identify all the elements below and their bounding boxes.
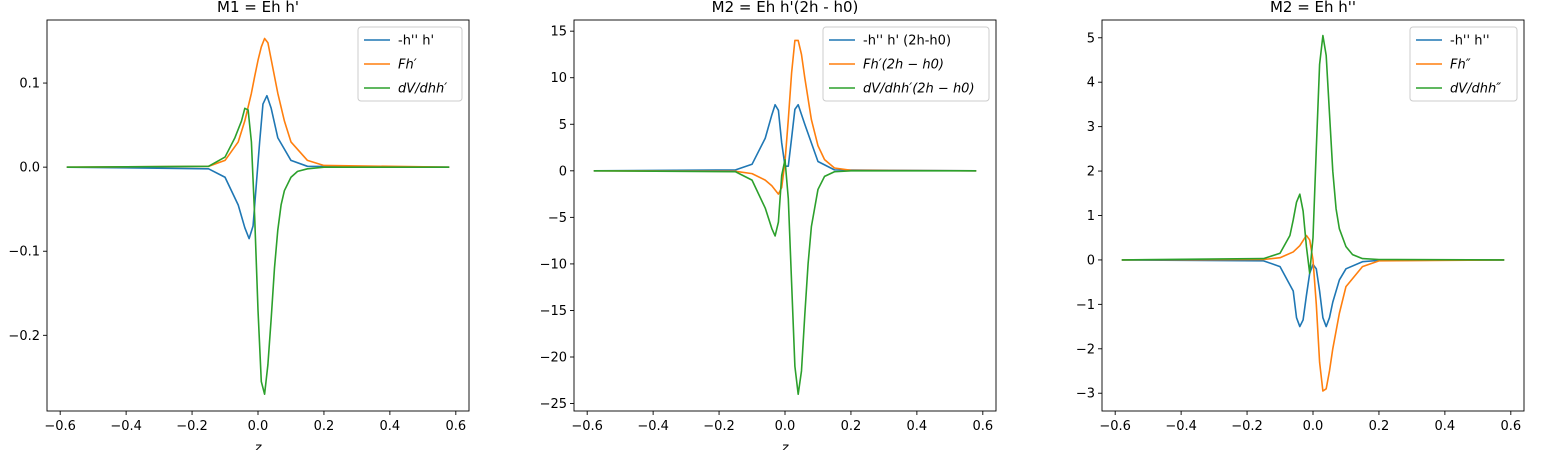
legend-label-2: Fh′ xyxy=(398,58,417,73)
legend-label-1: -h'' h' (2h-h0) xyxy=(863,34,951,49)
series-line-1 xyxy=(66,94,450,240)
x-tick-label: 0.0 xyxy=(248,419,269,434)
series-line-3 xyxy=(593,158,977,396)
legend-label-3: dV/dhh′ xyxy=(398,82,447,97)
x-tick-label: −0.4 xyxy=(1165,419,1197,434)
y-tick-label: 5 xyxy=(1087,31,1095,46)
x-tick-label: −0.2 xyxy=(1231,419,1263,434)
legend-label-1: -h'' h' xyxy=(398,34,434,49)
x-tick-label: −0.6 xyxy=(571,419,603,434)
series-line-1 xyxy=(1121,259,1505,328)
legend: -h'' h' Fh′ dV/dhh′ xyxy=(357,26,463,102)
series-group xyxy=(66,37,450,395)
series-line-3 xyxy=(66,107,450,395)
series-line-2 xyxy=(1121,234,1505,392)
x-tick-label: −0.2 xyxy=(176,419,208,434)
y-tick-label: −15 xyxy=(540,304,567,319)
x-tick-label: 0.2 xyxy=(841,419,862,434)
x-tick-label: 0.2 xyxy=(1369,419,1390,434)
x-tick-label: −0.6 xyxy=(1099,419,1131,434)
series-line-3 xyxy=(1121,34,1505,275)
legend-box xyxy=(822,26,990,102)
y-tick-label: −5 xyxy=(548,211,567,226)
x-tick-label: −0.2 xyxy=(703,419,735,434)
series-group xyxy=(1121,34,1505,392)
y-tick-label: 0 xyxy=(1087,253,1095,268)
x-axis-label: z xyxy=(781,441,790,450)
x-axis-label: z xyxy=(254,441,263,450)
series-line-2 xyxy=(66,37,450,168)
x-tick-label: 0.6 xyxy=(972,419,993,434)
x-tick-label: 0.0 xyxy=(775,419,796,434)
series-line-2 xyxy=(593,39,977,195)
chart-title: M2 = Eh h'' xyxy=(1270,0,1356,16)
x-tick-label: 0.6 xyxy=(1500,419,1521,434)
y-tick-label: 5 xyxy=(559,118,567,133)
x-tick-label: 0.2 xyxy=(314,419,335,434)
legend-label-2: Fh′(2h − h0) xyxy=(863,58,944,73)
legend: -h'' h' (2h-h0) Fh′(2h − h0) dV/dhh′(2h − … xyxy=(822,26,990,102)
y-tick-label: 10 xyxy=(550,71,567,86)
x-tick-label: −0.6 xyxy=(44,419,76,434)
chart-title: M2 = Eh h'(2h - h0) xyxy=(712,0,859,16)
x-tick-label: 0.4 xyxy=(1435,419,1456,434)
y-tick-label: −1 xyxy=(1076,298,1095,313)
x-tick-label: 0.0 xyxy=(1303,419,1324,434)
y-tick-label: −0.2 xyxy=(8,329,40,344)
y-tick-label: 4 xyxy=(1087,76,1095,91)
y-tick-label: 3 xyxy=(1087,120,1095,135)
y-tick-label: 0.0 xyxy=(19,161,40,176)
x-tick-label: 0.6 xyxy=(445,419,466,434)
y-tick-label: −2 xyxy=(1076,342,1095,357)
legend-label-3: dV/dhh′(2h − h0) xyxy=(863,82,975,97)
y-tick-label: 15 xyxy=(550,25,567,40)
x-tick-label: −0.4 xyxy=(110,419,142,434)
chart-title: M1 = Eh h' xyxy=(217,0,299,16)
y-tick-label: −20 xyxy=(540,351,567,366)
legend-box xyxy=(1409,26,1518,102)
legend-label-3: dV/dhh″ xyxy=(1450,82,1501,97)
y-tick-label: 1 xyxy=(1087,209,1095,224)
chart-panel-2: −0.6 −0.4 −0.2 0.0 0.2 0.4 0.6 −25 −20 −15 −10 −5 0 5… xyxy=(540,0,997,450)
x-tick-label: −0.4 xyxy=(637,419,669,434)
legend-box xyxy=(357,26,463,102)
chart-panel-1: −0.6 −0.4 −0.2 0.0 0.2 0.4 0.6 −0.2 −0.1 0.0 0.1 M1… xyxy=(8,0,470,450)
y-tick-label: −25 xyxy=(540,397,567,412)
legend-label-2: Fh″ xyxy=(1450,58,1471,73)
y-tick-label: −10 xyxy=(540,257,567,272)
x-tick-label: 0.4 xyxy=(907,419,928,434)
legend-label-1: -h'' h'' xyxy=(1450,34,1490,49)
y-tick-label: −0.1 xyxy=(8,245,40,260)
y-tick-label: 0.1 xyxy=(19,77,40,92)
y-tick-label: 2 xyxy=(1087,165,1095,180)
chart-panel-3: −0.6 −0.4 −0.2 0.0 0.2 0.4 0.6 −3 −2 −1 0 1 2 3 4 5 M2 =… xyxy=(1076,0,1525,434)
legend: -h'' h'' Fh″ dV/dhh″ xyxy=(1409,26,1518,102)
x-tick-label: 0.4 xyxy=(380,419,401,434)
y-tick-label: −3 xyxy=(1076,387,1095,402)
series-group xyxy=(593,39,977,396)
y-tick-label: 0 xyxy=(559,164,567,179)
